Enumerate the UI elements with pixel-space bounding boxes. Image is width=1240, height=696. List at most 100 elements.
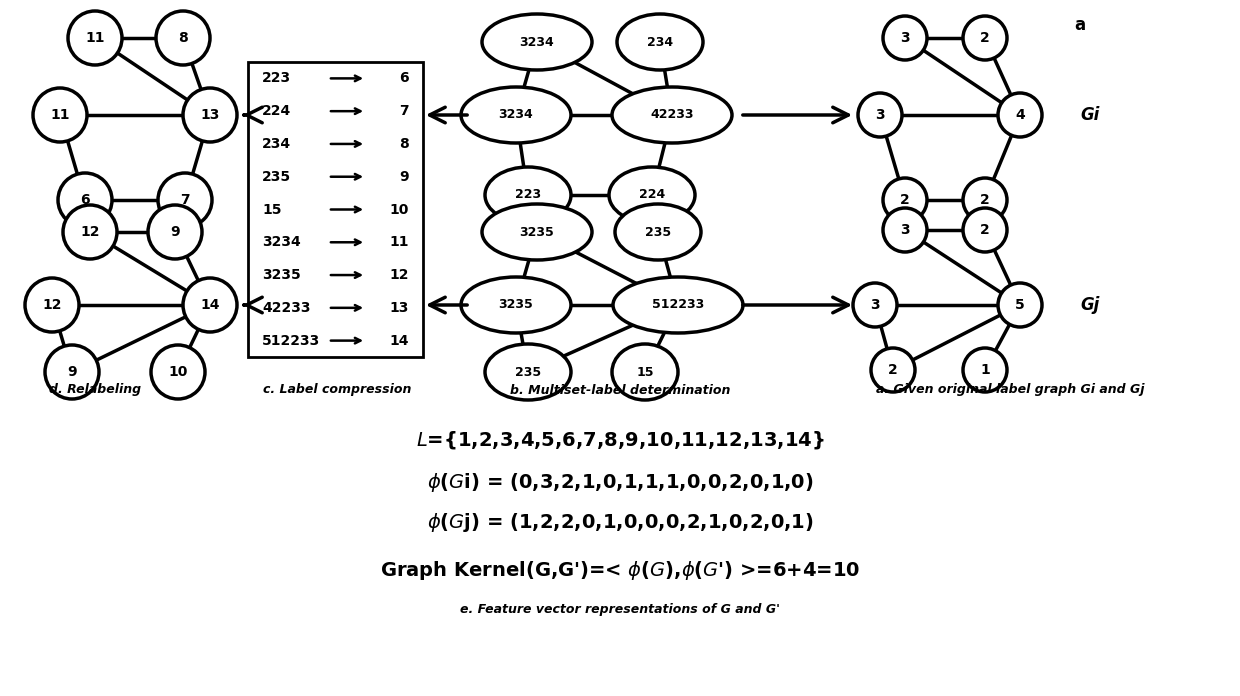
Text: 2: 2: [980, 193, 990, 207]
Circle shape: [858, 93, 901, 137]
Text: 3: 3: [900, 223, 910, 237]
Circle shape: [963, 208, 1007, 252]
Ellipse shape: [461, 87, 570, 143]
Text: $\phi$($\it{G}$j) = (1,2,2,0,1,0,0,0,2,1,0,2,0,1): $\phi$($\it{G}$j) = (1,2,2,0,1,0,0,0,2,1…: [427, 510, 813, 534]
Text: 4: 4: [1016, 108, 1025, 122]
Text: 5: 5: [1016, 298, 1025, 312]
Text: 7: 7: [180, 193, 190, 207]
Text: 13: 13: [201, 108, 219, 122]
Text: a: a: [1074, 16, 1085, 34]
Text: 14: 14: [389, 333, 409, 347]
Text: 9: 9: [170, 225, 180, 239]
Text: 7: 7: [399, 104, 409, 118]
Ellipse shape: [485, 167, 570, 223]
Text: 3234: 3234: [520, 35, 554, 49]
Text: 11: 11: [389, 235, 409, 249]
Ellipse shape: [482, 204, 591, 260]
Text: c. Label compression: c. Label compression: [263, 383, 412, 397]
Text: 3234: 3234: [498, 109, 533, 122]
Text: 235: 235: [515, 365, 541, 379]
Text: 224: 224: [262, 104, 291, 118]
Circle shape: [998, 93, 1042, 137]
Text: 2: 2: [980, 223, 990, 237]
Text: Graph Kernel(G,G')=< $\phi$($\it{G}$),$\phi$($\it{G}$') >=6+4=10: Graph Kernel(G,G')=< $\phi$($\it{G}$),$\…: [379, 558, 861, 581]
Bar: [248, 62, 423, 357]
Text: a. Given original label graph Gi and Gj: a. Given original label graph Gi and Gj: [875, 383, 1145, 397]
Text: 6: 6: [399, 72, 409, 86]
Circle shape: [998, 283, 1042, 327]
Text: 234: 234: [647, 35, 673, 49]
Text: 10: 10: [389, 203, 409, 216]
Circle shape: [156, 11, 210, 65]
Circle shape: [963, 178, 1007, 222]
Circle shape: [963, 348, 1007, 392]
Text: 42233: 42233: [262, 301, 310, 315]
Ellipse shape: [613, 277, 743, 333]
Circle shape: [45, 345, 99, 399]
Text: 9: 9: [67, 365, 77, 379]
Ellipse shape: [482, 14, 591, 70]
Text: 8: 8: [399, 137, 409, 151]
Text: 512233: 512233: [262, 333, 320, 347]
Ellipse shape: [613, 87, 732, 143]
Circle shape: [157, 173, 212, 227]
Text: d. Relabeling: d. Relabeling: [48, 383, 141, 397]
Text: 512233: 512233: [652, 299, 704, 312]
Text: 3234: 3234: [262, 235, 301, 249]
Ellipse shape: [618, 14, 703, 70]
Circle shape: [883, 16, 928, 60]
Text: Gi: Gi: [1080, 106, 1100, 124]
Circle shape: [883, 178, 928, 222]
Text: 11: 11: [86, 31, 104, 45]
Ellipse shape: [485, 344, 570, 400]
Circle shape: [63, 205, 117, 259]
Text: 3235: 3235: [520, 226, 554, 239]
Text: 15: 15: [636, 365, 653, 379]
Text: 3: 3: [870, 298, 880, 312]
Text: 235: 235: [262, 170, 291, 184]
Text: 235: 235: [645, 226, 671, 239]
Text: 12: 12: [42, 298, 62, 312]
Circle shape: [33, 88, 87, 142]
Circle shape: [184, 278, 237, 332]
Text: 15: 15: [262, 203, 281, 216]
Text: $\phi$($\it{G}$i) = (0,3,2,1,0,1,1,1,0,0,2,0,1,0): $\phi$($\it{G}$i) = (0,3,2,1,0,1,1,1,0,0…: [427, 471, 813, 494]
Circle shape: [68, 11, 122, 65]
Ellipse shape: [461, 277, 570, 333]
Text: 1: 1: [980, 363, 990, 377]
Text: 6: 6: [81, 193, 89, 207]
Text: 2: 2: [900, 193, 910, 207]
Circle shape: [25, 278, 79, 332]
Text: 223: 223: [515, 189, 541, 202]
Circle shape: [853, 283, 897, 327]
Text: 42233: 42233: [650, 109, 693, 122]
Text: 3: 3: [900, 31, 910, 45]
Circle shape: [963, 16, 1007, 60]
Text: $\mathit{L}$={1,2,3,4,5,6,7,8,9,10,11,12,13,14}: $\mathit{L}$={1,2,3,4,5,6,7,8,9,10,11,12…: [415, 429, 825, 451]
Text: 14: 14: [200, 298, 219, 312]
Text: 224: 224: [639, 189, 665, 202]
Circle shape: [184, 88, 237, 142]
Text: 9: 9: [399, 170, 409, 184]
Circle shape: [148, 205, 202, 259]
Text: 2: 2: [980, 31, 990, 45]
Text: 11: 11: [51, 108, 69, 122]
Text: b. Multiset-label determination: b. Multiset-label determination: [510, 383, 730, 397]
Text: 2: 2: [888, 363, 898, 377]
Text: 3235: 3235: [262, 268, 301, 282]
Text: e. Feature vector representations of G and G': e. Feature vector representations of G a…: [460, 603, 780, 617]
Text: 13: 13: [389, 301, 409, 315]
Circle shape: [883, 208, 928, 252]
Text: 12: 12: [389, 268, 409, 282]
Ellipse shape: [613, 344, 678, 400]
Text: 3: 3: [875, 108, 885, 122]
Text: 12: 12: [81, 225, 99, 239]
Text: 3235: 3235: [498, 299, 533, 312]
Ellipse shape: [615, 204, 701, 260]
Text: 8: 8: [179, 31, 188, 45]
Text: 10: 10: [169, 365, 187, 379]
Text: 234: 234: [262, 137, 291, 151]
Text: 223: 223: [262, 72, 291, 86]
Circle shape: [151, 345, 205, 399]
Ellipse shape: [609, 167, 694, 223]
